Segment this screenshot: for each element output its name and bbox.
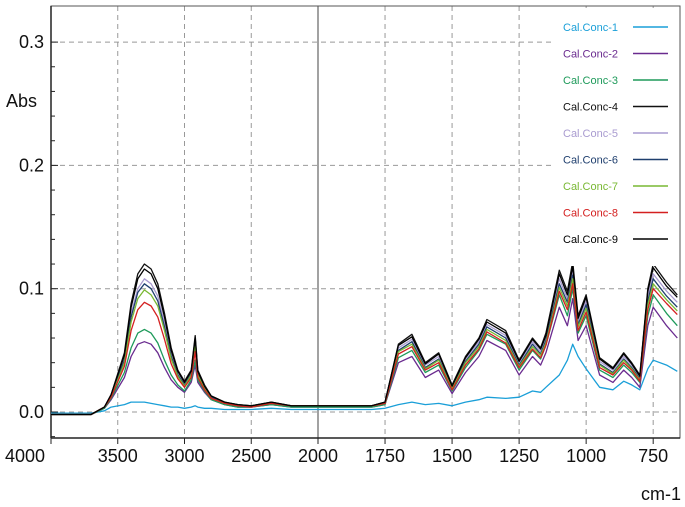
legend-label: Cal.Conc-4	[563, 102, 618, 114]
x-tick-label: 3000	[164, 446, 204, 466]
legend-background	[555, 8, 679, 266]
legend: Cal.Conc-1 Cal.Conc-2 Cal.Conc-3 Cal.Conc-4…	[555, 8, 679, 266]
legend-label: Cal.Conc-9	[563, 234, 618, 246]
x-tick-label: 750	[638, 446, 668, 466]
legend-label: Cal.Conc-3	[563, 75, 618, 87]
x-tick-label: 4000	[5, 446, 45, 466]
series-line-cal-conc-9	[51, 265, 678, 416]
x-tick-label: 1250	[499, 446, 539, 466]
y-tick-label: 0.3	[19, 32, 44, 52]
y-tick-label: 0.0	[19, 402, 44, 422]
legend-label: Cal.Conc-5	[563, 128, 618, 140]
legend-label: Cal.Conc-6	[563, 155, 618, 167]
x-tick-label: 3500	[98, 446, 138, 466]
x-tick-label: 2500	[231, 446, 271, 466]
legend-label: Cal.Conc-7	[563, 181, 618, 193]
legend-label: Cal.Conc-8	[563, 208, 618, 220]
x-tick-label: 2000	[298, 446, 338, 466]
series-lines	[51, 260, 678, 416]
y-axis-label: Abs	[6, 91, 37, 111]
series-line-cal-conc-1	[51, 343, 678, 414]
y-tick-label: 0.1	[19, 279, 44, 299]
series-line-cal-conc-2	[51, 297, 678, 416]
x-tick-label: 1000	[566, 446, 606, 466]
y-axis-ticks: 0.0 0.1 0.2 0.3	[19, 32, 58, 438]
legend-label: Cal.Conc-2	[563, 49, 618, 61]
legend-label: Cal.Conc-1	[563, 22, 618, 34]
y-tick-label: 0.2	[19, 155, 44, 175]
x-axis-ticks: 4000 3500 3000 2500 2000 1750 1500 1250 1000 750	[5, 438, 668, 466]
x-tick-label: 1750	[365, 446, 405, 466]
x-axis-label: cm-1	[641, 484, 681, 504]
series-line-cal-conc-8	[51, 283, 678, 416]
x-tick-label: 1500	[432, 446, 472, 466]
